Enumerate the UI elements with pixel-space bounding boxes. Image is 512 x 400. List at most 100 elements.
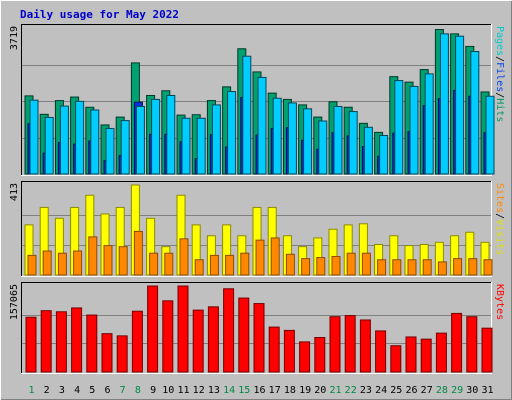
day-label: 6 (104, 385, 110, 396)
legend-entry: Pages (494, 26, 505, 56)
bar-kbytes (435, 332, 447, 373)
bar-sites (27, 254, 37, 276)
bar-kbytes (299, 341, 311, 373)
bar-sites (316, 257, 326, 276)
day-label: 4 (74, 385, 80, 396)
day-label: 14 (223, 385, 235, 396)
day-label: 18 (284, 385, 296, 396)
day-label: 7 (120, 385, 126, 396)
bar-sites (331, 255, 341, 276)
day-label: 23 (360, 385, 372, 396)
bar-pages (424, 73, 434, 175)
bar-sites (42, 250, 52, 276)
bar-kbytes (283, 329, 295, 373)
bar-kbytes (481, 327, 493, 373)
panel-3: 157065 KBytes (9, 282, 505, 374)
day-label: 20 (314, 385, 326, 396)
day-label: 22 (345, 385, 357, 396)
bar-kbytes (101, 333, 113, 373)
bar-kbytes (40, 310, 52, 373)
bar-sites (209, 254, 219, 276)
chart-panels: 3719 Pages/Files/Hits 413 Sites/Visits 15706… (9, 24, 505, 374)
day-label: 13 (208, 385, 220, 396)
bar-pages (272, 97, 282, 175)
bar-pages (242, 55, 252, 175)
bar-kbytes (420, 338, 432, 373)
bar-sites (133, 230, 143, 276)
y-axis-max-label: 157065 (9, 284, 20, 320)
panel-2: 413 Sites/Visits (9, 181, 505, 277)
bar-sites (346, 252, 356, 276)
bar-sites (422, 259, 432, 276)
day-label: 27 (421, 385, 433, 396)
bar-pages (439, 33, 449, 175)
bar-sites (270, 237, 280, 276)
bar-pages (105, 127, 115, 175)
legend-entry: Files (494, 62, 505, 92)
bar-kbytes (451, 312, 463, 373)
bar-pages (379, 135, 389, 175)
day-label: 26 (405, 385, 417, 396)
panel-legend: Pages/Files/Hits (494, 26, 505, 122)
day-label: 17 (269, 385, 281, 396)
day-label: 5 (89, 385, 95, 396)
bar-kbytes (116, 335, 128, 373)
bar-kbytes (147, 285, 159, 373)
bar-sites (392, 259, 402, 276)
bar-kbytes (466, 316, 478, 373)
bar-sites (103, 245, 113, 276)
bar-kbytes (86, 314, 98, 373)
bar-pages (257, 76, 267, 175)
bar-kbytes (390, 345, 402, 373)
bar-pages (348, 111, 358, 175)
day-label: 15 (238, 385, 250, 396)
day-label: 12 (193, 385, 205, 396)
bar-kbytes (131, 310, 143, 373)
day-label: 21 (329, 385, 341, 396)
day-label: 9 (150, 385, 156, 396)
bar-sites (118, 246, 128, 276)
bar-pages (75, 100, 85, 175)
bar-sites (407, 259, 417, 276)
bar-sites (483, 259, 493, 276)
bar-sites (88, 236, 98, 276)
day-label: 2 (44, 385, 50, 396)
bar-sites (57, 252, 67, 276)
bar-sites (377, 259, 387, 276)
bar-sites (240, 252, 250, 276)
legend-entry: / (494, 56, 505, 62)
bar-kbytes (329, 316, 341, 373)
bar-pages (227, 91, 237, 175)
bar-pages (90, 109, 100, 175)
bar-sites (301, 258, 311, 276)
panel-1: 3719 Pages/Files/Hits (9, 24, 505, 176)
bar-pages (363, 126, 373, 175)
bar-kbytes (344, 315, 356, 373)
bar-pages (120, 120, 130, 175)
bar-pages (44, 116, 54, 175)
bar-pages (394, 80, 404, 175)
day-label: 25 (390, 385, 402, 396)
bar-kbytes (268, 326, 280, 373)
legend-entry: / (494, 213, 505, 219)
bar-kbytes (177, 285, 189, 373)
day-label: 11 (177, 385, 189, 396)
y-axis-max-label: 413 (9, 183, 20, 201)
bar-pages (196, 117, 206, 175)
bar-kbytes (405, 336, 417, 373)
bar-sites (285, 253, 295, 276)
bar-kbytes (375, 330, 387, 373)
legend-entry: Sites (494, 183, 505, 213)
bar-kbytes (223, 288, 235, 373)
day-label: 10 (162, 385, 174, 396)
bar-pages (151, 98, 161, 175)
legend-entry: KBytes (494, 284, 505, 320)
panel-legend: Sites/Visits (494, 183, 505, 255)
day-label: 24 (375, 385, 387, 396)
day-label: 28 (436, 385, 448, 396)
bar-pages (318, 120, 328, 175)
bar-pages (29, 99, 39, 175)
day-label: 30 (466, 385, 478, 396)
bar-pages (303, 108, 313, 175)
bar-sites (179, 238, 189, 276)
